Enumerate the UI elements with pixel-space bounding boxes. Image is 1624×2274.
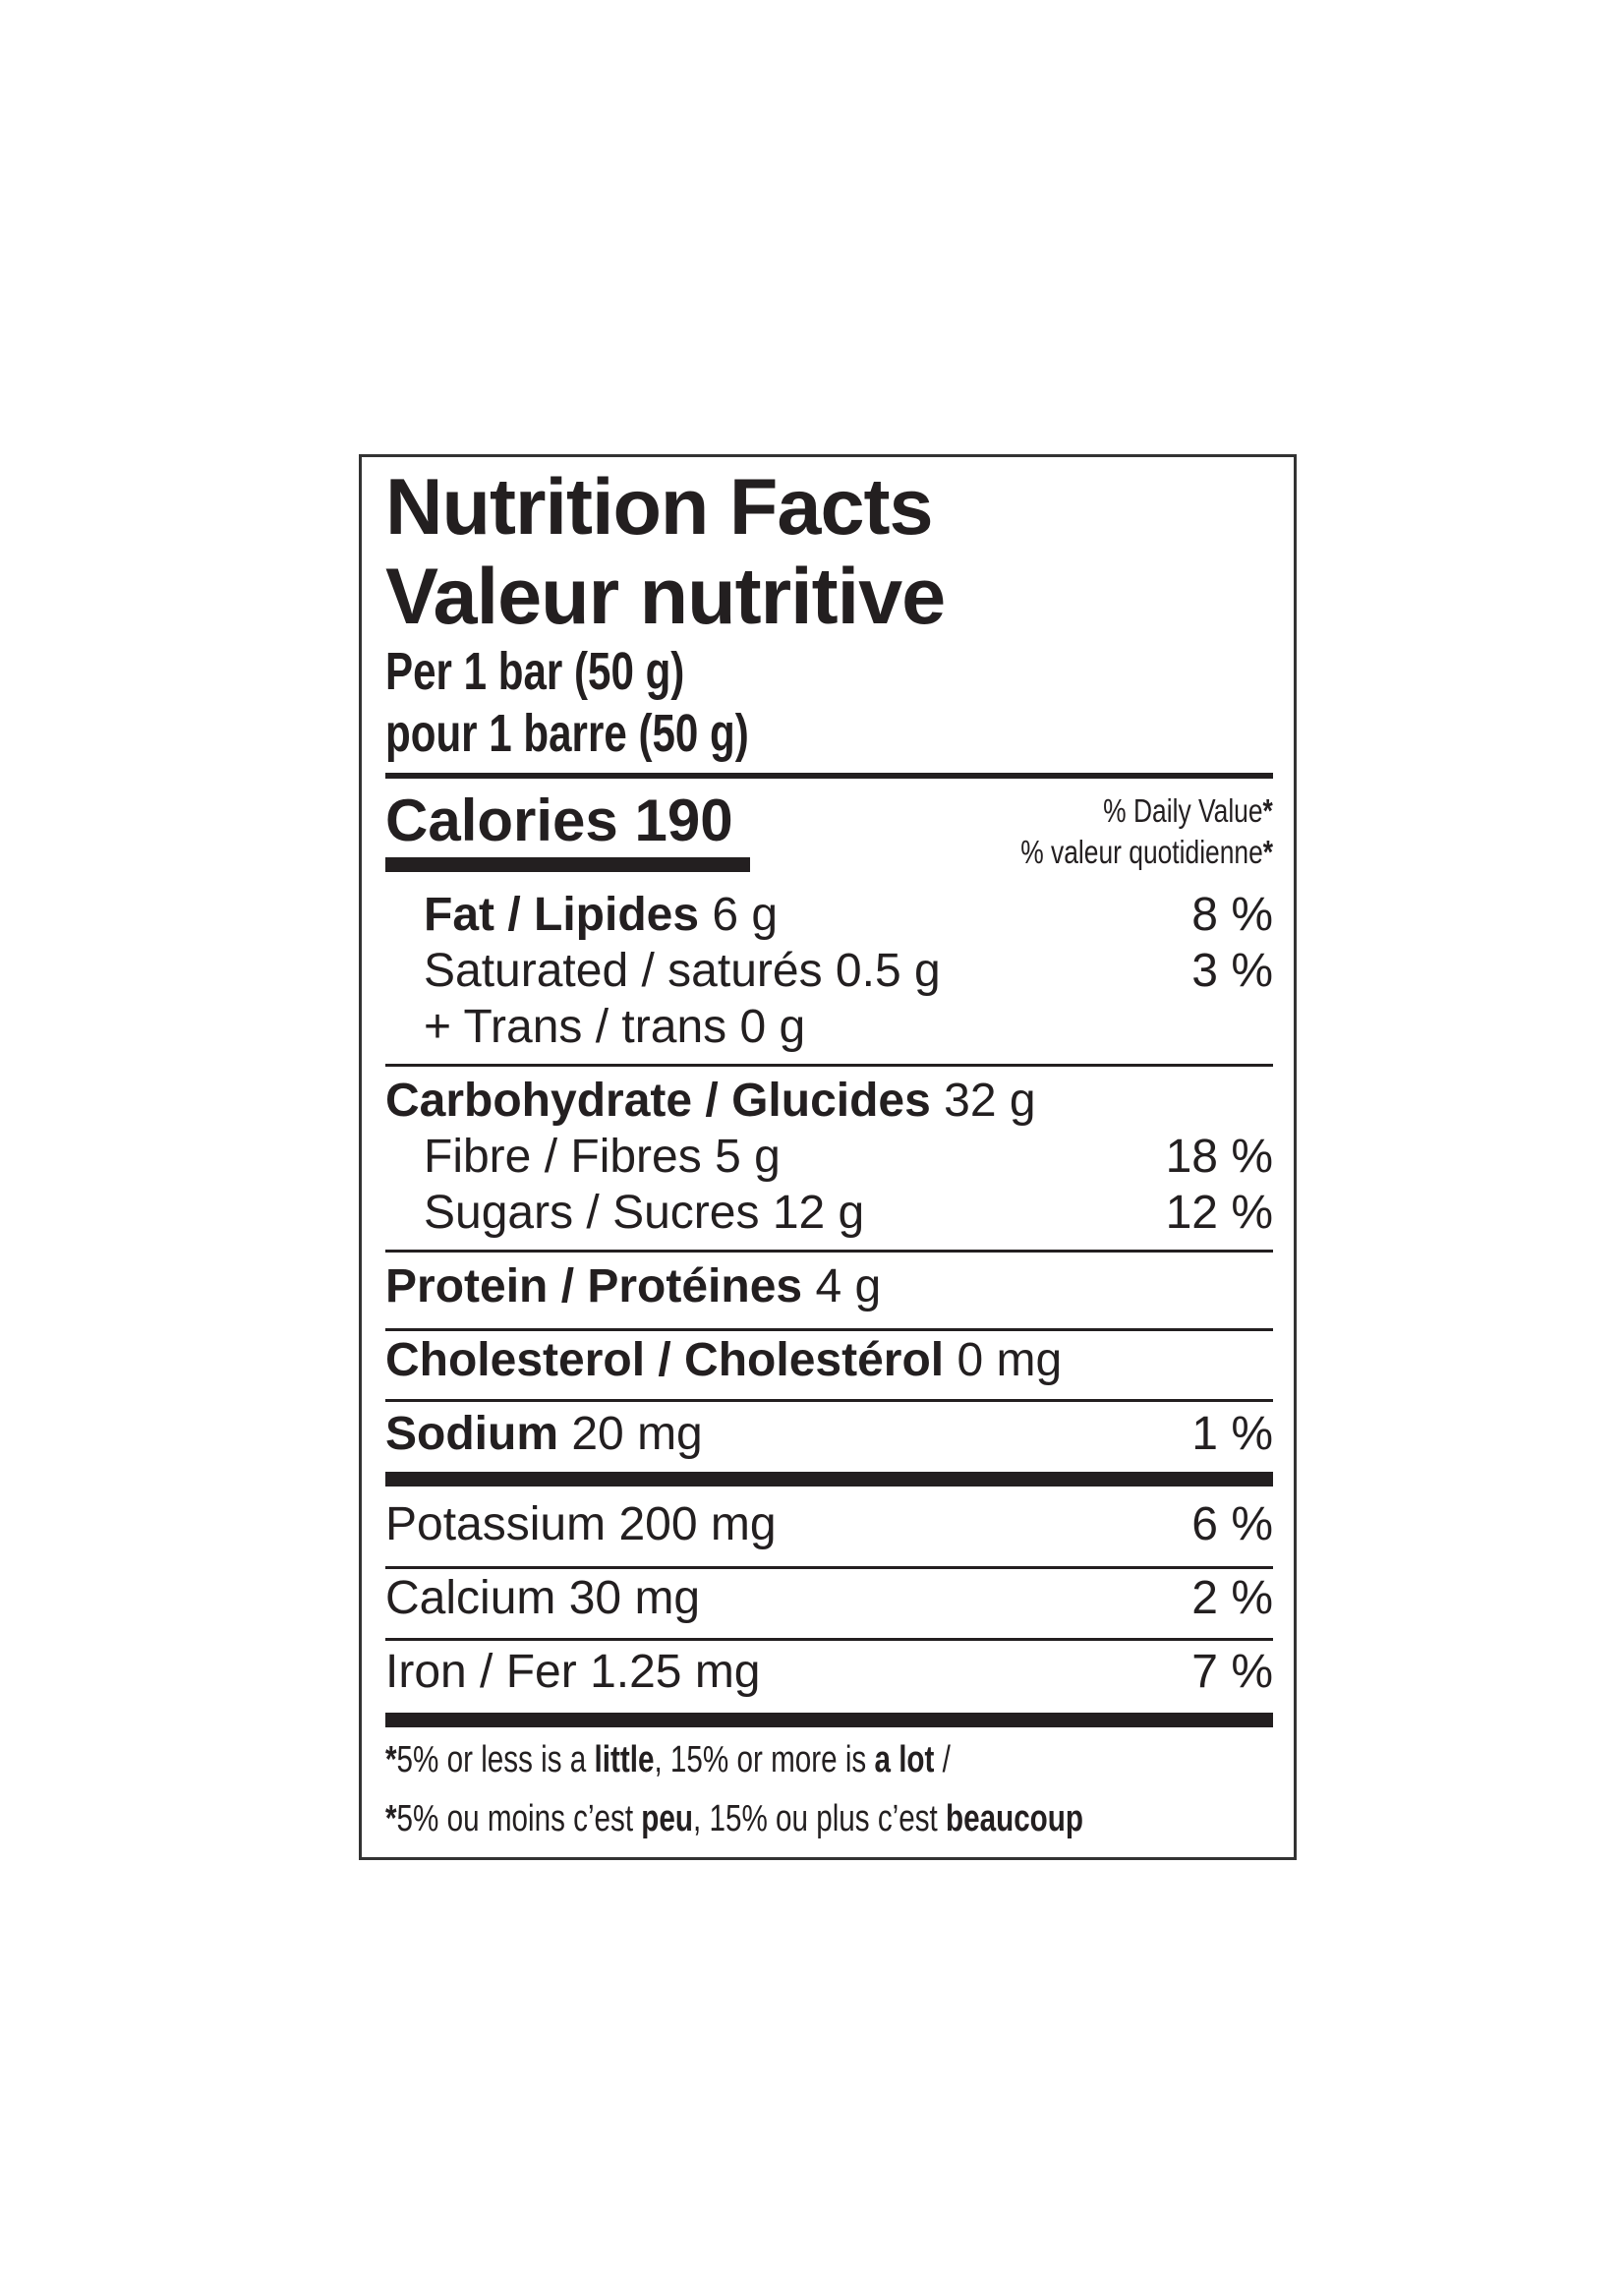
nutrient-row-iron: Iron / Fer 1.25 mg (385, 1646, 761, 1698)
nutrient-row-protein: Protein / Protéines 4 g (385, 1260, 882, 1312)
nutrient-row-sugars: Sugars / Sucres 12 g (424, 1187, 865, 1239)
calories-label: Calories (385, 787, 618, 853)
calories-underline (385, 857, 750, 872)
dv-sugars: 12 % (1165, 1187, 1273, 1239)
nutrient-row-cholesterol: Cholesterol / Cholestérol 0 mg (385, 1334, 1063, 1386)
footnote-english: *5% or less is a little, 15% or more is … (385, 1739, 951, 1780)
calories-value: 190 (634, 787, 733, 853)
dv-saturated: 3 % (1191, 945, 1273, 997)
divider (385, 1399, 1273, 1402)
divider-thick (385, 773, 1273, 779)
divider-thick (385, 1713, 1273, 1727)
calories: Calories 190 (385, 791, 733, 850)
dv-iron: 7 % (1191, 1646, 1273, 1698)
serving-size-english: Per 1 bar (50 g) (385, 642, 685, 701)
nutrition-facts-panel (359, 454, 1297, 1860)
daily-value-header-english: % Daily Value* (1103, 792, 1273, 829)
dv-potassium: 6 % (1191, 1498, 1273, 1550)
nutrient-row-saturated: Saturated / saturés 0.5 g (424, 945, 941, 997)
divider (385, 1064, 1273, 1067)
divider (385, 1638, 1273, 1641)
divider (385, 1328, 1273, 1331)
dv-fibre: 18 % (1165, 1131, 1273, 1183)
nutrient-row-carbohydrate: Carbohydrate / Glucides 32 g (385, 1075, 1036, 1127)
divider (385, 1250, 1273, 1253)
divider-thick (385, 1472, 1273, 1487)
dv-fat: 8 % (1191, 889, 1273, 941)
footnote-french: *5% ou moins c’est peu, 15% ou plus c’es… (385, 1798, 1084, 1839)
nutrient-row-sodium: Sodium 20 mg (385, 1408, 703, 1460)
serving-size-french: pour 1 barre (50 g) (385, 704, 749, 763)
nutrient-row-fat: Fat / Lipides 6 g (424, 889, 779, 941)
title-english: Nutrition Facts (385, 463, 934, 552)
nutrient-row-potassium: Potassium 200 mg (385, 1498, 777, 1550)
nutrient-row-calcium: Calcium 30 mg (385, 1572, 701, 1624)
title-french: Valeur nutritive (385, 553, 946, 641)
dv-calcium: 2 % (1191, 1572, 1273, 1624)
daily-value-header-french: % valeur quotidienne* (1020, 834, 1273, 870)
nutrient-row-trans: + Trans / trans 0 g (424, 1001, 806, 1053)
nutrient-row-fibre: Fibre / Fibres 5 g (424, 1131, 781, 1183)
dv-sodium: 1 % (1191, 1408, 1273, 1460)
divider (385, 1566, 1273, 1569)
